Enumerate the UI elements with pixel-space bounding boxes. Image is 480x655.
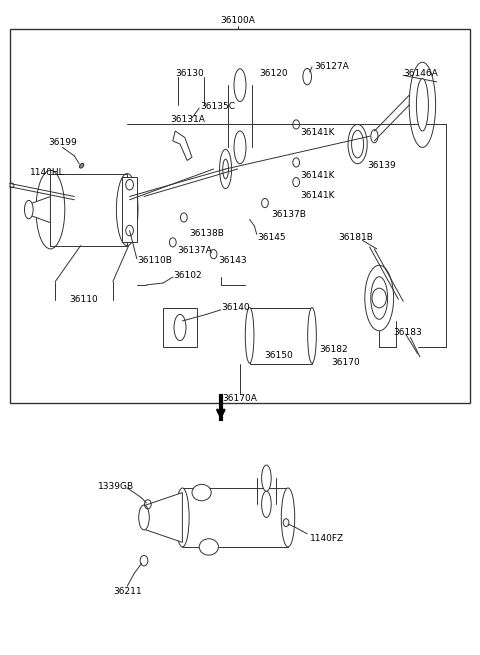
- Polygon shape: [29, 196, 50, 223]
- Text: 36110B: 36110B: [137, 256, 172, 265]
- Text: 36211: 36211: [113, 587, 142, 596]
- Text: 36130: 36130: [175, 69, 204, 78]
- Ellipse shape: [192, 485, 211, 500]
- Text: 36137A: 36137A: [178, 246, 213, 255]
- Text: 36143: 36143: [218, 256, 247, 265]
- Text: 1339GB: 1339GB: [98, 481, 134, 491]
- Text: 36140: 36140: [221, 303, 250, 312]
- Text: 36141K: 36141K: [300, 171, 335, 180]
- Ellipse shape: [365, 265, 394, 331]
- Ellipse shape: [199, 538, 218, 555]
- Text: 36110: 36110: [70, 295, 98, 305]
- Text: 36145: 36145: [257, 233, 286, 242]
- Bar: [10, 29, 470, 403]
- Ellipse shape: [234, 131, 246, 164]
- Text: 36146A: 36146A: [403, 69, 438, 78]
- Ellipse shape: [245, 308, 254, 363]
- Ellipse shape: [371, 130, 378, 143]
- Bar: [163, 308, 197, 347]
- Ellipse shape: [24, 200, 33, 219]
- Text: 36139: 36139: [367, 160, 396, 170]
- Ellipse shape: [409, 62, 435, 147]
- Ellipse shape: [303, 69, 312, 84]
- Text: 36138B: 36138B: [190, 229, 225, 238]
- Ellipse shape: [10, 183, 14, 188]
- Ellipse shape: [416, 79, 428, 131]
- Ellipse shape: [371, 276, 388, 320]
- Ellipse shape: [281, 488, 295, 547]
- Text: 36181B: 36181B: [338, 233, 373, 242]
- Bar: [250, 308, 312, 364]
- Text: 36131A: 36131A: [170, 115, 205, 124]
- Text: 36182: 36182: [319, 345, 348, 354]
- Text: 36135C: 36135C: [200, 102, 235, 111]
- Text: 36170A: 36170A: [223, 394, 257, 403]
- Ellipse shape: [308, 308, 316, 363]
- Text: 36199: 36199: [48, 138, 77, 147]
- Text: 36120: 36120: [259, 69, 288, 78]
- Text: 36127A: 36127A: [314, 62, 349, 71]
- Text: 36102: 36102: [173, 271, 202, 280]
- Text: 36183: 36183: [394, 328, 422, 337]
- Text: 36150: 36150: [264, 351, 293, 360]
- Ellipse shape: [262, 465, 271, 491]
- Bar: [182, 488, 288, 547]
- Ellipse shape: [79, 163, 84, 168]
- Text: 1140HL: 1140HL: [30, 168, 64, 177]
- Text: 36137B: 36137B: [271, 210, 306, 219]
- Ellipse shape: [351, 130, 364, 158]
- Text: 36100A: 36100A: [220, 16, 255, 26]
- Polygon shape: [122, 177, 137, 242]
- Text: 36141K: 36141K: [300, 128, 335, 138]
- Ellipse shape: [139, 505, 149, 530]
- Bar: [50, 174, 127, 246]
- Text: 36170: 36170: [331, 358, 360, 367]
- Polygon shape: [173, 131, 192, 160]
- Ellipse shape: [176, 488, 189, 547]
- Ellipse shape: [223, 159, 228, 179]
- Ellipse shape: [219, 149, 232, 189]
- Ellipse shape: [174, 314, 186, 341]
- Text: 1140FZ: 1140FZ: [310, 534, 344, 543]
- Ellipse shape: [262, 491, 271, 517]
- Text: 36141K: 36141K: [300, 191, 335, 200]
- Polygon shape: [144, 493, 182, 542]
- Ellipse shape: [234, 69, 246, 102]
